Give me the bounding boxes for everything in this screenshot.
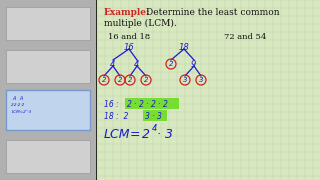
Text: 2 · 2 · 2 · 2: 2 · 2 · 2 · 2 xyxy=(127,100,168,109)
FancyBboxPatch shape xyxy=(97,0,320,180)
Text: 2: 2 xyxy=(144,77,148,83)
Text: 2: 2 xyxy=(128,77,132,83)
Text: 2: 2 xyxy=(142,128,150,141)
Text: 3: 3 xyxy=(199,77,203,83)
Text: Example:: Example: xyxy=(104,8,150,17)
Text: 2: 2 xyxy=(102,77,106,83)
FancyBboxPatch shape xyxy=(6,90,90,130)
Text: 18: 18 xyxy=(179,43,190,52)
FancyBboxPatch shape xyxy=(6,140,90,173)
Text: 16 :: 16 : xyxy=(104,100,119,109)
Text: 3 · 3: 3 · 3 xyxy=(145,112,162,121)
Text: A   A: A A xyxy=(12,96,24,101)
FancyBboxPatch shape xyxy=(125,98,179,109)
Text: 2: 2 xyxy=(118,77,122,83)
Text: LCM: LCM xyxy=(104,128,131,141)
FancyBboxPatch shape xyxy=(0,0,96,180)
Text: 9: 9 xyxy=(191,60,196,69)
Text: 4: 4 xyxy=(110,60,116,69)
Text: 72 and 54: 72 and 54 xyxy=(224,33,266,41)
Text: LCM=2⁴·3: LCM=2⁴·3 xyxy=(12,110,32,114)
FancyBboxPatch shape xyxy=(6,50,90,83)
Text: 4: 4 xyxy=(152,124,157,133)
Text: 2: 2 xyxy=(169,61,173,67)
FancyBboxPatch shape xyxy=(143,110,167,121)
Text: multiple (LCM).: multiple (LCM). xyxy=(104,19,177,28)
Text: 16: 16 xyxy=(124,43,135,52)
Text: Determine the least common: Determine the least common xyxy=(146,8,280,17)
Text: 3: 3 xyxy=(183,77,187,83)
Text: 16 and 18: 16 and 18 xyxy=(108,33,150,41)
Text: · 3: · 3 xyxy=(157,128,173,141)
Text: =: = xyxy=(130,128,140,141)
Text: 18 :  2: 18 : 2 xyxy=(104,112,128,121)
FancyBboxPatch shape xyxy=(6,7,90,40)
Text: 4: 4 xyxy=(134,60,140,69)
Text: 2·2·2·2: 2·2·2·2 xyxy=(12,103,26,107)
